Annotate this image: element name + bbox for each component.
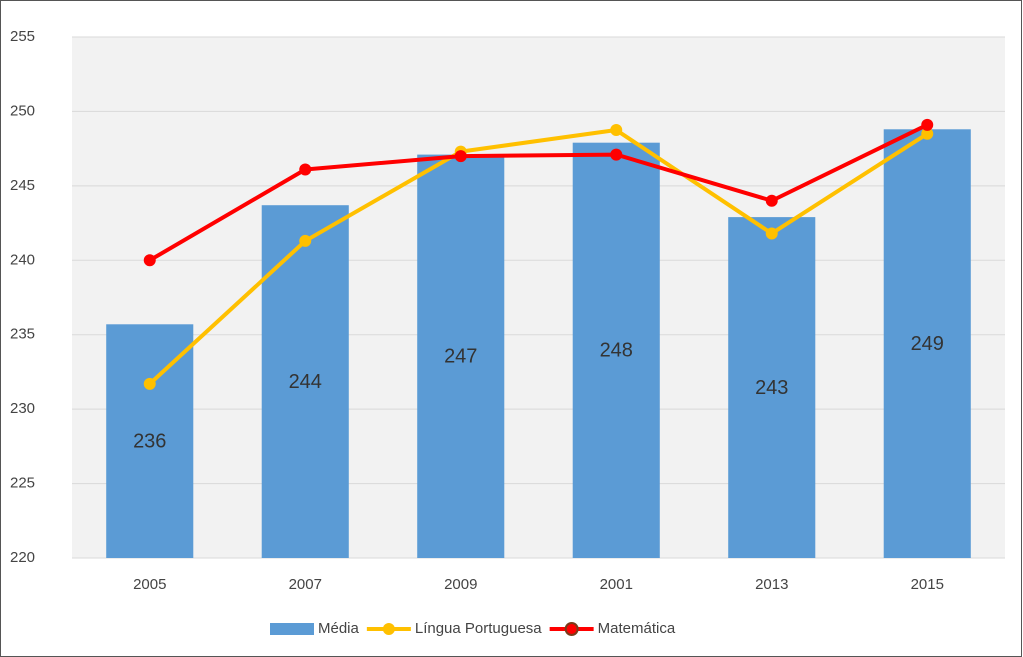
line-marker xyxy=(299,163,312,176)
legend-swatch xyxy=(564,622,579,636)
line-marker xyxy=(143,377,156,390)
value-label: 247 xyxy=(444,346,477,368)
line-marker xyxy=(610,148,623,161)
line xyxy=(148,123,929,263)
legend-label: Matemática xyxy=(598,620,676,637)
line-marker xyxy=(765,227,778,240)
value-label: 243 xyxy=(755,377,788,399)
line-marker xyxy=(143,254,156,267)
x-tick-label: 2001 xyxy=(600,576,633,593)
legend-label: Média xyxy=(318,620,360,637)
line xyxy=(148,128,929,386)
line-marker xyxy=(921,127,934,140)
y-tick-label: 245 xyxy=(10,177,35,194)
value-label: 248 xyxy=(600,340,633,362)
x-tick-label: 2015 xyxy=(911,576,944,593)
line-marker xyxy=(299,234,312,247)
bar xyxy=(883,129,971,558)
bar xyxy=(572,142,660,558)
bar xyxy=(728,217,816,559)
y-tick-label: 225 xyxy=(10,475,35,492)
value-label: 236 xyxy=(133,430,166,452)
line-marker xyxy=(765,194,778,207)
x-tick-label: 2007 xyxy=(289,576,322,593)
line-marker xyxy=(454,150,467,163)
legend-swatch xyxy=(270,623,314,635)
y-tick-label: 255 xyxy=(10,28,35,45)
legend-label: Língua Portuguesa xyxy=(415,620,542,637)
y-tick-label: 220 xyxy=(10,549,35,566)
x-tick-label: 2005 xyxy=(133,576,166,593)
x-tick-label: 2009 xyxy=(444,576,477,593)
y-tick-label: 240 xyxy=(10,251,35,268)
bar xyxy=(106,324,194,558)
line-marker xyxy=(921,118,934,131)
bar xyxy=(261,205,349,559)
value-label: 244 xyxy=(289,371,322,393)
plot-area xyxy=(72,37,1005,558)
y-tick-label: 250 xyxy=(10,102,35,119)
line-marker xyxy=(610,124,623,137)
x-tick-label: 2013 xyxy=(755,576,788,593)
y-tick-label: 235 xyxy=(10,326,35,343)
y-tick-label: 230 xyxy=(10,400,35,417)
value-label: 249 xyxy=(911,333,944,355)
legend-swatch xyxy=(382,623,395,635)
bar xyxy=(417,154,505,558)
